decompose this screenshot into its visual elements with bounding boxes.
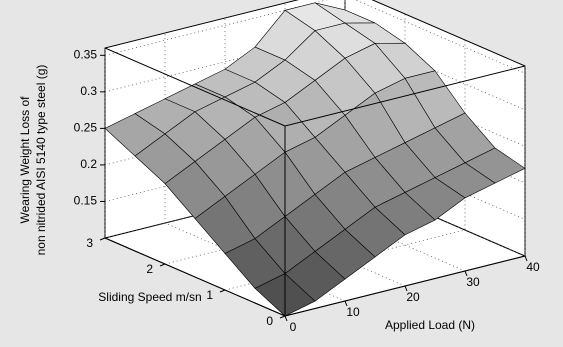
z-tick-label: 0.25 [74,121,98,135]
y-axis-label: Sliding Speed m/sn [98,290,201,304]
y-tick-label: 3 [86,236,93,250]
z-tick-label: 0.15 [74,194,98,208]
x-tick-label: 20 [406,290,420,304]
x-tick [284,315,288,322]
x-tick-label: 10 [346,305,360,319]
z-tick-label: 0.2 [80,157,97,171]
grid-line [164,33,346,302]
y-tick-label: 2 [146,262,153,276]
y-tick [99,237,106,241]
y-tick [279,315,286,319]
z-tick-label: 0.3 [80,84,97,98]
y-tick-label: 1 [206,288,213,302]
x-tick-label: 30 [466,275,480,289]
z-axis-label: Wearing Weight Loss of [18,96,32,224]
x-tick [464,270,468,277]
x-tick [524,255,528,262]
y-tick-label: 0 [266,314,273,328]
y-tick [219,289,226,293]
x-tick [344,300,348,307]
x-axis-label: Applied Load (N) [385,318,475,332]
z-axis-label: non nitrided AISI 5140 type steel (g) [34,65,48,256]
z-tick-label: 0.35 [74,47,98,61]
y-tick [159,263,166,267]
x-tick-label: 40 [526,260,540,274]
x-tick [404,285,408,292]
x-tick-label: 0 [290,320,297,334]
box-edge [104,47,526,127]
